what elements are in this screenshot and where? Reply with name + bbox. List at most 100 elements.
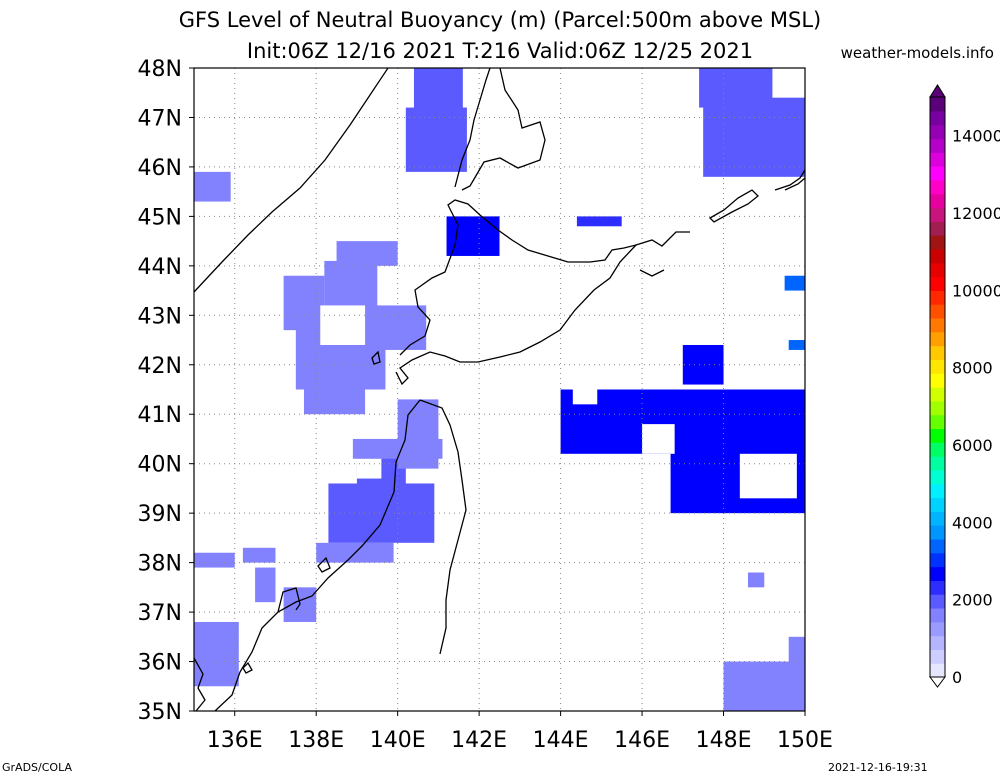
coast-honshu-west bbox=[214, 399, 421, 711]
colorbar-swatch bbox=[930, 290, 945, 305]
buoyancy-cell-24 bbox=[682, 344, 724, 385]
colorbar-swatch bbox=[930, 345, 945, 360]
coast-kuril-islands bbox=[635, 169, 805, 277]
colorbar-swatch bbox=[930, 607, 945, 623]
buoyancy-fill-layer bbox=[194, 68, 805, 711]
colorbar-swatch bbox=[930, 193, 945, 209]
chart-title: GFS Level of Neutral Buoyancy (m) (Parce… bbox=[178, 8, 822, 32]
buoyancy-gap-2 bbox=[356, 458, 382, 479]
colorbar-swatch bbox=[930, 331, 945, 347]
colorbar-swatch bbox=[930, 235, 945, 250]
tick-label-lat: 46N bbox=[138, 156, 182, 181]
tick-label-lon: 142E bbox=[451, 728, 507, 753]
colorbar-label: 8000 bbox=[952, 359, 993, 378]
tick-label-lon: 146E bbox=[614, 728, 670, 753]
tick-label-lat: 47N bbox=[138, 106, 182, 131]
buoyancy-gap-0 bbox=[739, 453, 797, 499]
colorbar-label: 6000 bbox=[952, 436, 993, 455]
colorbar-swatch bbox=[930, 138, 945, 153]
colorbar-swatch bbox=[930, 511, 945, 526]
colorbar-swatch bbox=[930, 166, 945, 181]
plot-frame bbox=[193, 67, 806, 712]
tick-label-lat: 45N bbox=[138, 205, 182, 230]
colorbar-swatch bbox=[930, 317, 945, 333]
colorbar-swatch bbox=[930, 262, 945, 278]
tick-label-lat: 48N bbox=[138, 57, 182, 82]
colorbar-swatch bbox=[930, 248, 945, 264]
tick-label-lat: 41N bbox=[138, 403, 182, 428]
buoyancy-gap-3 bbox=[642, 424, 675, 454]
colorbar-label: 10000 bbox=[952, 281, 1000, 300]
coast-asia-mainland bbox=[194, 68, 389, 293]
tick-label-lat: 40N bbox=[138, 453, 182, 478]
buoyancy-gap-1 bbox=[320, 305, 366, 345]
buoyancy-cell-27 bbox=[788, 636, 805, 672]
colorbar-label: 14000 bbox=[952, 127, 1000, 146]
tick-label-lat: 37N bbox=[138, 601, 182, 626]
colorbar-min-arrow bbox=[929, 676, 946, 688]
buoyancy-cell-15 bbox=[194, 552, 235, 568]
tick-label-lat: 35N bbox=[138, 700, 182, 725]
colorbar-swatch bbox=[930, 414, 945, 430]
buoyancy-gap-4 bbox=[572, 384, 598, 405]
colorbar-swatch bbox=[930, 207, 945, 222]
colorbar-swatch bbox=[930, 152, 945, 167]
chart-subtitle: Init:06Z 12/16 2021 T:216 Valid:06Z 12/2… bbox=[246, 39, 754, 63]
coast-honshu-east bbox=[419, 399, 467, 655]
buoyancy-cell-6 bbox=[336, 241, 398, 266]
colorbar-swatch bbox=[930, 497, 945, 512]
colorbar-swatch bbox=[930, 552, 945, 568]
buoyancy-cell-1 bbox=[255, 567, 276, 603]
coast-oki bbox=[242, 661, 253, 674]
colorbar-swatch bbox=[930, 525, 945, 540]
colorbar-swatch bbox=[930, 124, 945, 140]
coast-hokkaido bbox=[395, 199, 638, 386]
coastline-layer bbox=[194, 68, 805, 711]
footer-timestamp: 2021-12-16-19:31 bbox=[828, 761, 928, 774]
lat-lon-grid bbox=[194, 68, 805, 711]
coast-okushiri bbox=[371, 350, 381, 365]
colorbar-swatch bbox=[930, 469, 945, 485]
colorbar: 0 2000 4000 6000 8000 10000 12000 14000 bbox=[929, 84, 1000, 688]
buoyancy-cell-16 bbox=[242, 547, 276, 563]
tick-label-lat: 42N bbox=[138, 354, 182, 379]
colorbar-swatch bbox=[930, 580, 945, 595]
colorbar-swatch bbox=[930, 373, 945, 388]
tick-label-lat: 43N bbox=[138, 304, 182, 329]
colorbar-swatch bbox=[930, 359, 945, 374]
tick-label-lon: 138E bbox=[288, 728, 344, 753]
colorbar-swatch bbox=[930, 456, 945, 471]
tick-label-lon: 140E bbox=[370, 728, 426, 753]
buoyancy-cell-28 bbox=[784, 275, 805, 291]
tick-label-lon: 148E bbox=[696, 728, 752, 753]
coast-sakhalin bbox=[454, 68, 546, 191]
site-credit: weather-models.info bbox=[840, 44, 994, 62]
colorbar-label: 4000 bbox=[952, 513, 993, 532]
tick-label-lat: 44N bbox=[138, 255, 182, 280]
colorbar-swatch bbox=[930, 566, 945, 581]
colorbar-frame bbox=[929, 96, 946, 678]
colorbar-swatch bbox=[930, 483, 945, 499]
colorbar-label: 2000 bbox=[952, 591, 993, 610]
buoyancy-cell-0 bbox=[194, 171, 231, 202]
buoyancy-cell-30 bbox=[576, 216, 622, 227]
buoyancy-cell-8 bbox=[328, 483, 435, 543]
colorbar-swatch bbox=[930, 442, 945, 457]
colorbar-label: 12000 bbox=[952, 204, 1000, 223]
colorbar-swatch bbox=[930, 179, 945, 195]
tick-label-lon: 136E bbox=[207, 728, 263, 753]
colorbar-swatch bbox=[930, 649, 945, 664]
colorbar-swatch bbox=[930, 428, 945, 443]
buoyancy-cell-18 bbox=[405, 107, 467, 172]
colorbar-swatch bbox=[930, 621, 945, 637]
tick-label-lat: 36N bbox=[138, 651, 182, 676]
colorbar-swatch bbox=[930, 594, 945, 609]
colorbar-swatch bbox=[930, 387, 945, 402]
colorbar-label: 0 bbox=[952, 668, 962, 687]
colorbar-swatch bbox=[930, 538, 945, 554]
coast-sado bbox=[317, 556, 331, 573]
coast-noto bbox=[277, 587, 301, 613]
buoyancy-cell-14 bbox=[194, 621, 239, 687]
colorbar-max-arrow bbox=[929, 84, 946, 98]
